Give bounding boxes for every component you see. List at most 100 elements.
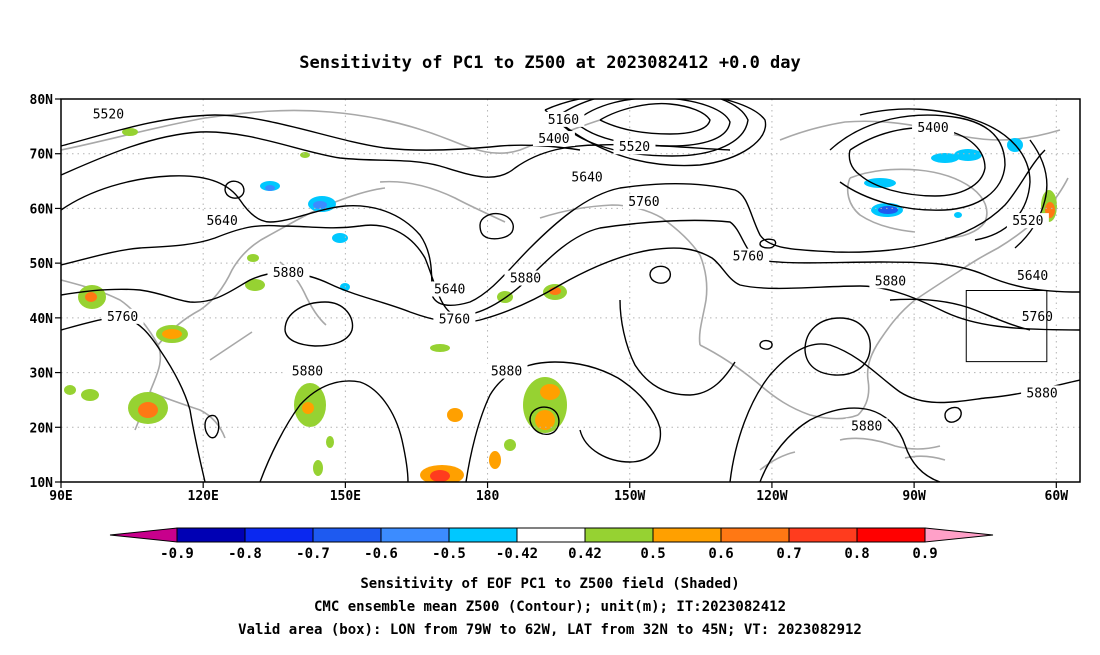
sensitivity-patch: [878, 206, 898, 214]
contour-label-bg: [428, 281, 471, 297]
coastline: [846, 177, 916, 233]
colorbar-bin: [720, 527, 790, 543]
contour-label: 5400: [538, 132, 569, 147]
lat-tick-label: 70N: [30, 148, 54, 163]
colorbar-bin: [516, 527, 586, 543]
contour-label: 5640: [1017, 269, 1048, 284]
colorbar-bin: [448, 527, 518, 543]
sensitivity-shading: [64, 128, 1057, 482]
colorbar-bin: [380, 527, 450, 543]
sensitivity-patch: [313, 201, 327, 209]
figure-title: Sensitivity of PC1 to Z500 at 2023082412…: [299, 53, 801, 73]
colorbar: -0.9 -0.8 -0.7 -0.6 -0.5 -0.42 0.42 0.5 0.6 0.7 0.…: [109, 527, 994, 562]
contour-label: 5880: [292, 365, 323, 380]
contour-label-bg: [267, 265, 310, 281]
contour-label: 5880: [851, 419, 882, 434]
contour-label-bg: [1011, 267, 1054, 283]
colorbar-label: -0.8: [228, 546, 262, 562]
map-background: [61, 99, 1080, 482]
valid-area-box: [965, 290, 1048, 363]
lat-tick-label: 30N: [30, 367, 54, 382]
lon-tick-label: 120W: [756, 489, 787, 504]
contour-line: [649, 265, 672, 284]
coastline: [849, 168, 988, 239]
coastline: [698, 254, 708, 346]
contour-label-bg: [566, 169, 609, 185]
contour-line: [729, 343, 1080, 482]
contour-label-bg: [542, 111, 585, 127]
sensitivity-patch: [265, 185, 275, 191]
contour-label: 5880: [1026, 386, 1057, 401]
lon-tick-label: 150E: [330, 489, 361, 504]
contour-line: [61, 149, 1046, 307]
contour-label: 5880: [273, 266, 304, 281]
contour-label: 5880: [510, 272, 541, 287]
contour-label: 5520: [619, 140, 650, 155]
map-frame: [60, 98, 1081, 483]
contour-label: 5520: [1012, 214, 1043, 229]
lon-tick-label: 180: [476, 489, 500, 504]
contour-label-bg: [101, 308, 144, 324]
sensitivity-patch: [540, 384, 560, 400]
sensitivity-patch: [302, 402, 314, 414]
sensitivity-patch: [313, 460, 323, 476]
sensitivity-patch: [447, 408, 463, 422]
contour-line: [829, 114, 1006, 211]
contour-label: 5760: [1022, 310, 1053, 325]
lat-tick-label: 80N: [30, 93, 54, 108]
contour-label-bg: [286, 363, 329, 379]
colorbar-left-arrow: [109, 527, 178, 543]
contour-label-bg: [1006, 213, 1049, 229]
sensitivity-patch: [162, 329, 182, 339]
sensitivity-patch: [430, 470, 450, 482]
colorbar-bin: [244, 527, 314, 543]
contour-label-bg: [912, 120, 955, 136]
contour-label: 5760: [107, 310, 138, 325]
contour-label: 5760: [733, 250, 764, 265]
contour-line: [759, 407, 941, 482]
sensitivity-patch: [332, 233, 348, 243]
contour-label: 5520: [93, 107, 124, 122]
contour-line: [544, 99, 767, 167]
lat-tick-label: 60N: [30, 202, 54, 217]
sensitivity-patch: [954, 149, 982, 161]
contour-line: [61, 114, 581, 151]
sensitivity-patch: [64, 385, 76, 395]
caption-line-3: Valid area (box): LON from 79W to 62W, L…: [238, 622, 862, 638]
contour-label: 5760: [628, 195, 659, 210]
contour-line: [529, 406, 560, 436]
contour-line: [479, 212, 514, 240]
contour-label: 5880: [875, 274, 906, 289]
contour-line: [61, 131, 731, 178]
colorbar-label: 0.6: [708, 546, 733, 562]
contour-label-bg: [845, 418, 888, 434]
contour-label-bg: [613, 139, 656, 155]
colorbar-label: -0.9: [160, 546, 194, 562]
contour-label: 5640: [206, 214, 237, 229]
map-panel: 5520 5160 5400 5520 5400 5640 5760 5640 5520 5760…: [30, 93, 1081, 504]
contour-line: [759, 238, 777, 249]
sensitivity-patch: [954, 212, 962, 218]
lat-tick-label: 20N: [30, 421, 54, 436]
colorbar-bin: [176, 527, 246, 543]
lat-tick-label: 50N: [30, 257, 54, 272]
lon-tick-label: 90W: [902, 489, 926, 504]
coastline: [209, 331, 253, 361]
caption-block: Sensitivity of EOF PC1 to Z500 field (Sh…: [238, 576, 862, 638]
sensitivity-patch: [247, 254, 259, 262]
coastline: [61, 109, 601, 154]
colorbar-bin: [788, 527, 858, 543]
contour-line: [804, 317, 871, 376]
sensitivity-patch: [504, 439, 516, 451]
caption-line-2: CMC ensemble mean Z500 (Contour); unit(m…: [314, 599, 786, 615]
colorbar-bin: [312, 527, 382, 543]
contour-label-bg: [485, 363, 528, 379]
contour-label-bg: [532, 131, 575, 147]
sensitivity-patch: [931, 153, 959, 163]
contour-label: 5760: [439, 313, 470, 328]
colorbar-label: -0.42: [496, 546, 538, 562]
contour-label-bg: [727, 248, 770, 264]
contour-line: [889, 298, 1031, 331]
colorbar-bin: [652, 527, 722, 543]
